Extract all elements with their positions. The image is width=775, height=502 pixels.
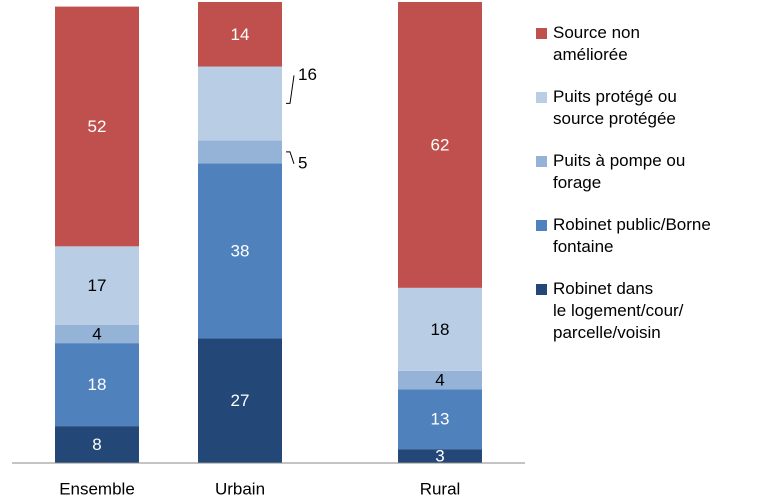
leader-line bbox=[286, 151, 295, 164]
legend-item: Puits à pompe ou forage bbox=[532, 150, 772, 194]
legend-swatch bbox=[536, 156, 547, 167]
value-label: 38 bbox=[231, 241, 250, 260]
value-label: 18 bbox=[431, 320, 450, 339]
value-label: 14 bbox=[231, 25, 250, 44]
legend-label: Puits à pompe ou forage bbox=[553, 151, 686, 192]
legend-label: Puits protégé ou source protégée bbox=[553, 87, 677, 128]
bar-segment bbox=[398, 389, 482, 450]
x-tick-label: Urbain bbox=[215, 479, 265, 498]
legend-label: Source non améliorée bbox=[553, 23, 640, 64]
legend-swatch bbox=[536, 92, 547, 103]
bar-segment bbox=[55, 343, 139, 427]
bar-segment bbox=[398, 449, 482, 463]
leader-line bbox=[286, 75, 295, 104]
bar-segment bbox=[198, 2, 282, 67]
legend-item: Puits protégé ou source protégée bbox=[532, 86, 772, 130]
bar-segment bbox=[55, 426, 139, 463]
bar-segment bbox=[198, 66, 282, 141]
value-label: 18 bbox=[88, 375, 107, 394]
value-label: 4 bbox=[435, 371, 444, 390]
bar-segment bbox=[55, 324, 139, 344]
bar-segment bbox=[198, 140, 282, 164]
legend-item: Robinet public/Borne fontaine bbox=[532, 214, 772, 258]
legend-label: Robinet dans le logement/cour/ parcelle/… bbox=[553, 279, 684, 342]
legend-swatch bbox=[536, 284, 547, 295]
bar-segment bbox=[398, 2, 482, 288]
value-label: 52 bbox=[88, 117, 107, 136]
bar-segment bbox=[198, 338, 282, 463]
value-label: 8 bbox=[92, 435, 101, 454]
bar-segment bbox=[398, 370, 482, 390]
value-label: 5 bbox=[298, 153, 307, 172]
bar-segment bbox=[198, 163, 282, 339]
legend-item: Robinet dans le logement/cour/ parcelle/… bbox=[532, 278, 772, 344]
bar-segment bbox=[55, 246, 139, 325]
value-label: 16 bbox=[298, 65, 317, 84]
x-tick-label: Ensemble bbox=[59, 479, 135, 498]
plot: 8 18 4 17 52 Ensemble 27 38 5 16 14 Urbain 3 13 4 18 62 R… bbox=[12, 2, 525, 498]
legend: Source non améliorée Puits protégé ou sou… bbox=[532, 22, 772, 364]
x-tick-label: Rural bbox=[420, 479, 461, 498]
legend-label: Robinet public/Borne fontaine bbox=[553, 215, 711, 256]
legend-item: Source non améliorée bbox=[532, 22, 772, 66]
value-label: 13 bbox=[431, 410, 450, 429]
value-label: 62 bbox=[431, 135, 450, 154]
legend-swatch bbox=[536, 28, 547, 39]
value-label: 3 bbox=[435, 447, 444, 466]
value-label: 4 bbox=[92, 324, 101, 343]
value-label: 17 bbox=[88, 276, 107, 295]
value-label: 27 bbox=[231, 391, 250, 410]
legend-swatch bbox=[536, 220, 547, 231]
bar-segment bbox=[55, 6, 139, 247]
bar-segment bbox=[398, 287, 482, 371]
